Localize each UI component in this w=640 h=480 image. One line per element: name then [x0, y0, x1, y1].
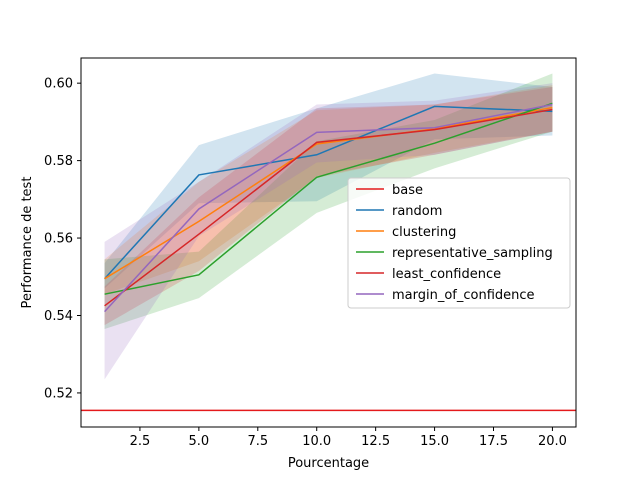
- x-axis-ticks: 2.5 5.0 7.5 10.0 12.5 15.0 17.5 20.0: [130, 427, 567, 449]
- y-axis-label: Performance de test: [20, 177, 35, 309]
- series-lines: [104, 102, 553, 313]
- y-tick-label: 0.54: [44, 309, 73, 324]
- y-tick-label: 0.58: [44, 154, 73, 169]
- line-margin_of_confidence: [104, 103, 553, 313]
- legend-label-representative_sampling: representative_sampling: [392, 246, 553, 261]
- x-tick-label: 20.0: [538, 434, 567, 449]
- band-least_confidence: [104, 87, 553, 326]
- line-clustering: [104, 106, 553, 280]
- x-tick-label: 7.5: [247, 434, 268, 449]
- x-tick-label: 15.0: [420, 434, 449, 449]
- line-least_confidence: [104, 108, 553, 307]
- line-random: [104, 105, 553, 280]
- x-tick-label: 17.5: [479, 434, 508, 449]
- legend-label-base: base: [392, 183, 423, 198]
- y-tick-label: 0.52: [44, 386, 73, 401]
- x-tick-label: 12.5: [361, 434, 390, 449]
- legend-box: [347, 177, 571, 309]
- legend-label-margin_of_confidence: margin_of_confidence: [392, 288, 535, 303]
- legend-label-least_confidence: least_confidence: [392, 267, 501, 282]
- y-tick-label: 0.56: [44, 232, 73, 247]
- x-tick-label: 10.0: [302, 434, 331, 449]
- plot-frame: [80, 57, 577, 428]
- y-tick-label: 0.60: [44, 77, 73, 92]
- legend-label-random: random: [392, 204, 442, 219]
- band-clustering: [104, 85, 553, 295]
- x-tick-label: 5.0: [189, 434, 210, 449]
- y-axis-ticks: 0.52 0.54 0.56 0.58 0.60: [44, 77, 81, 401]
- x-axis-label: Pourcentage: [288, 456, 369, 471]
- legend: base random clustering representative_sampl…: [347, 177, 571, 309]
- line-representative_sampling: [104, 102, 553, 295]
- x-tick-label: 2.5: [130, 434, 151, 449]
- band-representative_sampling: [104, 73, 553, 330]
- legend-label-clustering: clustering: [392, 225, 456, 240]
